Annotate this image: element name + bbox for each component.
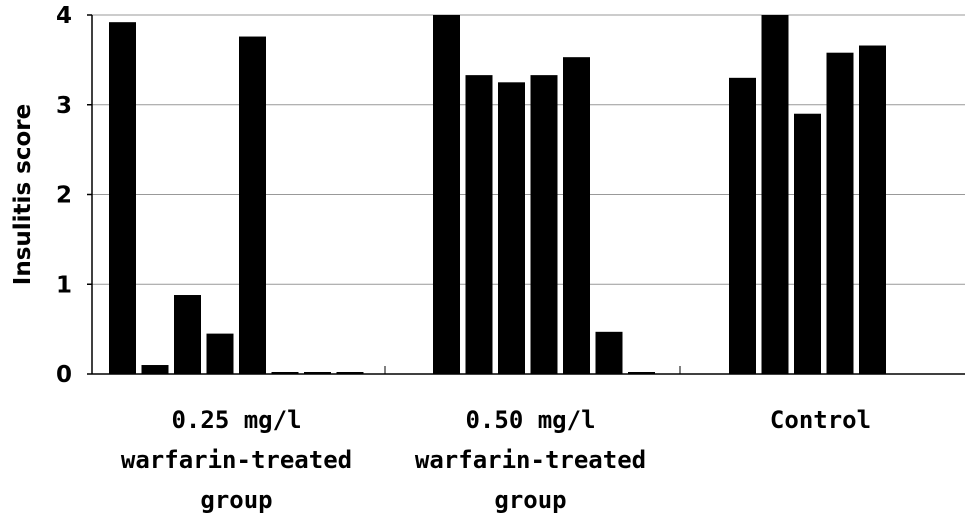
bar [239, 36, 266, 374]
bar [304, 372, 331, 374]
bar [109, 22, 136, 375]
x-category-label: group [494, 486, 566, 514]
bar [141, 365, 169, 374]
bar [826, 52, 854, 374]
x-category-label: Control [770, 406, 871, 434]
bar [336, 372, 364, 374]
bar [595, 331, 623, 374]
x-category-label: 0.25 mg/l [171, 406, 301, 434]
x-category-label: warfarin-treated [415, 446, 646, 474]
bar [761, 15, 789, 374]
y-tick-label: 2 [56, 183, 72, 209]
bar [206, 333, 234, 374]
bar [563, 57, 590, 375]
y-tick-label: 1 [56, 272, 72, 298]
bar [271, 372, 299, 374]
bar [794, 113, 821, 374]
x-category-label: 0.50 mg/l [465, 406, 595, 434]
x-category-label: warfarin-treated [121, 446, 352, 474]
y-tick-label: 0 [56, 362, 72, 388]
bar [859, 45, 886, 374]
bar [433, 15, 460, 374]
bar [530, 75, 558, 374]
y-tick-label: 4 [56, 3, 72, 29]
y-tick-label: 3 [56, 93, 72, 119]
bar [729, 77, 756, 374]
bar [174, 295, 201, 374]
bar [498, 82, 525, 374]
x-category-label: group [200, 486, 272, 514]
y-axis-title: Insulitis score [10, 104, 36, 285]
bar [628, 372, 655, 374]
bar [465, 75, 493, 374]
